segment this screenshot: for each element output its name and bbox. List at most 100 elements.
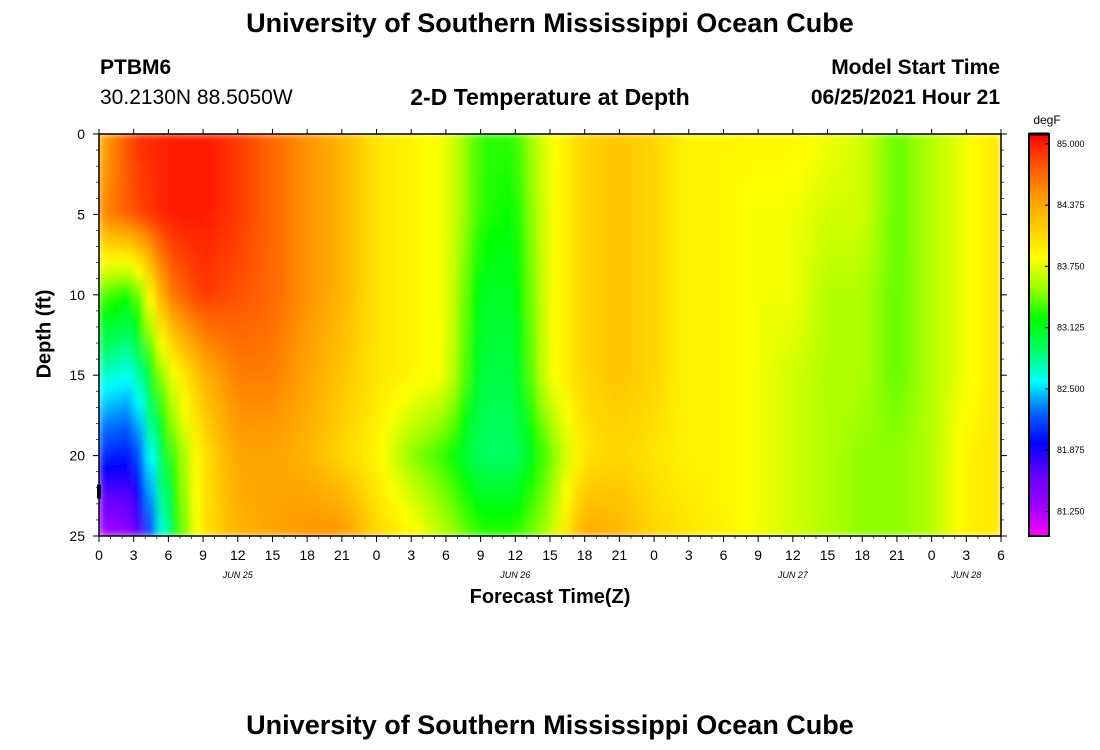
- heatmap-cell: [283, 374, 297, 384]
- heatmap-cell: [919, 302, 933, 312]
- heatmap-cell: [699, 527, 713, 536]
- heatmap-cell: [191, 205, 204, 215]
- heatmap-cell: [803, 334, 817, 344]
- heatmap-cell: [884, 350, 898, 360]
- x-tick-label: 6: [720, 547, 728, 563]
- heatmap-cell: [757, 447, 771, 457]
- heatmap-cell: [480, 503, 493, 513]
- heatmap-cell: [815, 262, 829, 272]
- heatmap-cell: [769, 286, 782, 296]
- heatmap-cell: [179, 527, 193, 536]
- heatmap-cell: [688, 430, 701, 441]
- heatmap-cell: [144, 487, 158, 497]
- heatmap-cell: [271, 471, 285, 481]
- heatmap-cell: [595, 463, 609, 473]
- heatmap-cell: [653, 382, 667, 392]
- heatmap-cell: [433, 382, 447, 392]
- heatmap-cell: [352, 422, 366, 432]
- heatmap-cell: [919, 310, 933, 320]
- heatmap-cell: [884, 455, 898, 465]
- heatmap-cell: [965, 439, 979, 449]
- heatmap-cell: [295, 197, 308, 207]
- heatmap-cell: [214, 350, 227, 360]
- heatmap-cell: [526, 447, 539, 457]
- heatmap-cell: [838, 463, 852, 473]
- heatmap-cell: [965, 294, 979, 304]
- heatmap-cell: [977, 221, 990, 231]
- heatmap-cell: [653, 366, 667, 376]
- heatmap-cell: [757, 503, 771, 513]
- heatmap-cell: [410, 503, 424, 513]
- heatmap-cell: [734, 519, 748, 529]
- heatmap-cell: [954, 398, 967, 408]
- heatmap-cell: [214, 414, 227, 424]
- heatmap-cell: [167, 302, 181, 312]
- heatmap-cell: [549, 310, 563, 320]
- heatmap-cell: [711, 213, 724, 223]
- heatmap-cell: [295, 246, 308, 256]
- heatmap-cell: [144, 527, 158, 536]
- heatmap-cell: [873, 366, 886, 376]
- heatmap-cell: [179, 406, 193, 416]
- heatmap-cell: [329, 414, 343, 424]
- heatmap-cell: [954, 221, 967, 231]
- heatmap-cell: [225, 511, 239, 521]
- heatmap-cell: [514, 254, 528, 264]
- heatmap-cell: [179, 213, 193, 223]
- heatmap-cell: [977, 342, 990, 352]
- heatmap-cell: [815, 189, 829, 199]
- heatmap-cell: [549, 278, 563, 288]
- heatmap-cell: [387, 270, 401, 280]
- heatmap-cell: [364, 157, 378, 167]
- heatmap-cell: [873, 374, 886, 384]
- heatmap-cell: [595, 406, 609, 416]
- heatmap-cell: [595, 213, 609, 223]
- heatmap-cell: [133, 374, 146, 384]
- heatmap-cell: [480, 318, 493, 328]
- heatmap-cell: [364, 439, 378, 449]
- heatmap-cell: [306, 213, 320, 223]
- heatmap-cell: [988, 213, 1001, 223]
- heatmap-cell: [191, 334, 204, 344]
- heatmap-cell: [237, 286, 250, 296]
- heatmap-cell: [214, 471, 227, 481]
- heatmap-cell: [734, 294, 748, 304]
- heatmap-cell: [618, 270, 632, 280]
- heatmap-cell: [179, 278, 193, 288]
- heatmap-cell: [699, 181, 713, 191]
- heatmap-cell: [988, 134, 1001, 143]
- heatmap-cell: [919, 390, 933, 400]
- heatmap-cell: [133, 527, 146, 536]
- heatmap-cell: [283, 221, 297, 231]
- heatmap-cell: [271, 511, 285, 521]
- heatmap-cell: [537, 246, 551, 256]
- heatmap-cell: [480, 430, 493, 441]
- heatmap-cell: [352, 134, 366, 143]
- heatmap-cell: [561, 157, 574, 167]
- heatmap-cell: [341, 262, 354, 272]
- heatmap-cell: [364, 262, 378, 272]
- heatmap-cell: [318, 238, 331, 248]
- heatmap-cell: [572, 406, 586, 416]
- heatmap-cell: [283, 157, 297, 167]
- heatmap-cell: [248, 406, 262, 416]
- heatmap-cell: [456, 294, 470, 304]
- heatmap-cell: [988, 165, 1001, 175]
- heatmap-cell: [757, 262, 771, 272]
- heatmap-cell: [988, 278, 1001, 288]
- heatmap-cell: [99, 221, 112, 231]
- heatmap-cell: [144, 471, 158, 481]
- heatmap-cell: [561, 334, 574, 344]
- heatmap-cell: [595, 503, 609, 513]
- heatmap-cell: [167, 463, 181, 473]
- heatmap-cell: [445, 278, 458, 288]
- heatmap-cell: [306, 495, 320, 505]
- heatmap-cell: [665, 173, 678, 183]
- heatmap-cell: [954, 213, 967, 223]
- heatmap-cell: [179, 447, 193, 457]
- heatmap-cell: [341, 246, 354, 256]
- heatmap-cell: [896, 447, 909, 457]
- heatmap-cell: [607, 350, 620, 360]
- heatmap-cell: [827, 165, 840, 175]
- heatmap-cell: [896, 439, 909, 449]
